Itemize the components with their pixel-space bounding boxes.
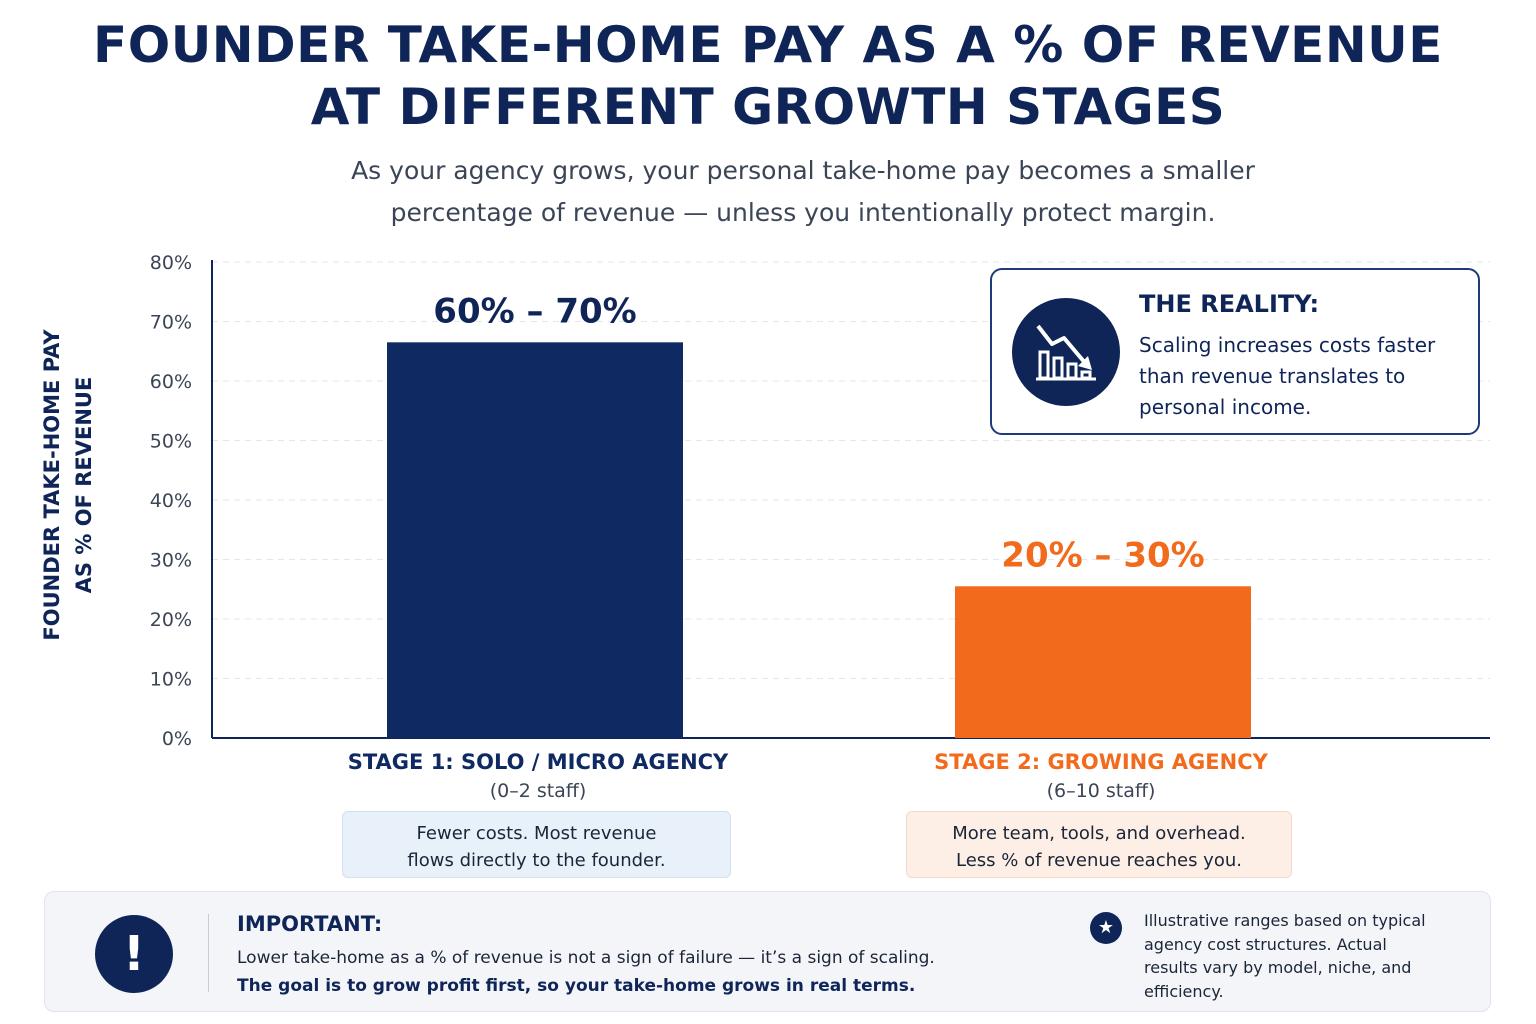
reality-callout: THE REALITY: Scaling increases costs fas… <box>990 268 1480 435</box>
divider <box>208 914 209 992</box>
important-panel: ! IMPORTANT: Lower take-home as a % of r… <box>44 891 1491 1012</box>
data-label-1: 60% – 70% <box>433 291 636 331</box>
important-line-1: Lower take-home as a % of revenue is not… <box>237 948 935 968</box>
title-line-1: FOUNDER TAKE-HOME PAY AS A % OF REVENUE <box>93 16 1443 74</box>
important-title: IMPORTANT: <box>237 912 383 936</box>
bar-2 <box>955 586 1251 738</box>
page-title: FOUNDER TAKE-HOME PAY AS A % OF REVENUE … <box>0 14 1536 138</box>
page-subtitle: As your agency grows, your personal take… <box>0 150 1536 234</box>
y-tick-label: 20% <box>150 609 192 631</box>
star-icon: ★ <box>1090 912 1122 944</box>
stage-2-label: STAGE 2: GROWING AGENCY <box>934 750 1268 774</box>
y-tick-label: 10% <box>150 669 192 691</box>
y-tick-label: 50% <box>150 431 192 453</box>
important-line-2: The goal is to grow profit first, so you… <box>237 972 935 1000</box>
y-tick-label: 0% <box>162 728 192 750</box>
subtitle-line-1: As your agency grows, your personal take… <box>351 156 1255 185</box>
stage-2-note-line-2: Less % of revenue reaches you. <box>956 850 1242 871</box>
y-tick-label: 70% <box>150 312 192 334</box>
stage-1-note: Fewer costs. Most revenue flows directly… <box>342 811 731 878</box>
declining-chart-icon <box>1012 298 1120 406</box>
bar-1 <box>387 342 683 738</box>
exclamation-icon: ! <box>95 915 173 993</box>
stage-1-note-line-2: flows directly to the founder. <box>407 850 666 871</box>
y-tick-label: 40% <box>150 490 192 512</box>
data-label-2: 20% – 30% <box>1001 535 1204 575</box>
y-tick-label: 60% <box>150 371 192 393</box>
stage-2-note-line-1: More team, tools, and overhead. <box>952 823 1246 844</box>
y-tick-label: 80% <box>150 252 192 274</box>
stage-1-label: STAGE 1: SOLO / MICRO AGENCY <box>347 750 729 774</box>
title-line-2: AT DIFFERENT GROWTH STAGES <box>310 78 1226 136</box>
y-tick-label: 30% <box>150 550 192 572</box>
bar-chart: 0% 10% 20% 30% 40% 50% 60% 70% 80% 60% – 70% 20% –… <box>150 252 1490 750</box>
disclaimer-note: Illustrative ranges based on typical age… <box>1144 911 1426 1001</box>
stage-2-note: More team, tools, and overhead. Less % o… <box>906 811 1292 878</box>
important-line-2-bold: The goal is to grow profit first, so you… <box>237 976 916 996</box>
subtitle-line-2: percentage of revenue — unless you inten… <box>390 198 1216 227</box>
stage-2-staff: (6–10 staff) <box>1046 780 1156 802</box>
callout-text: Scaling increases costs faster than reve… <box>1139 333 1436 419</box>
important-text: Lower take-home as a % of revenue is not… <box>237 944 935 1000</box>
stage-1-staff: (0–2 staff) <box>489 780 587 802</box>
stage-1-note-line-1: Fewer costs. Most revenue <box>416 823 657 844</box>
callout-title: THE REALITY: <box>1139 290 1320 318</box>
